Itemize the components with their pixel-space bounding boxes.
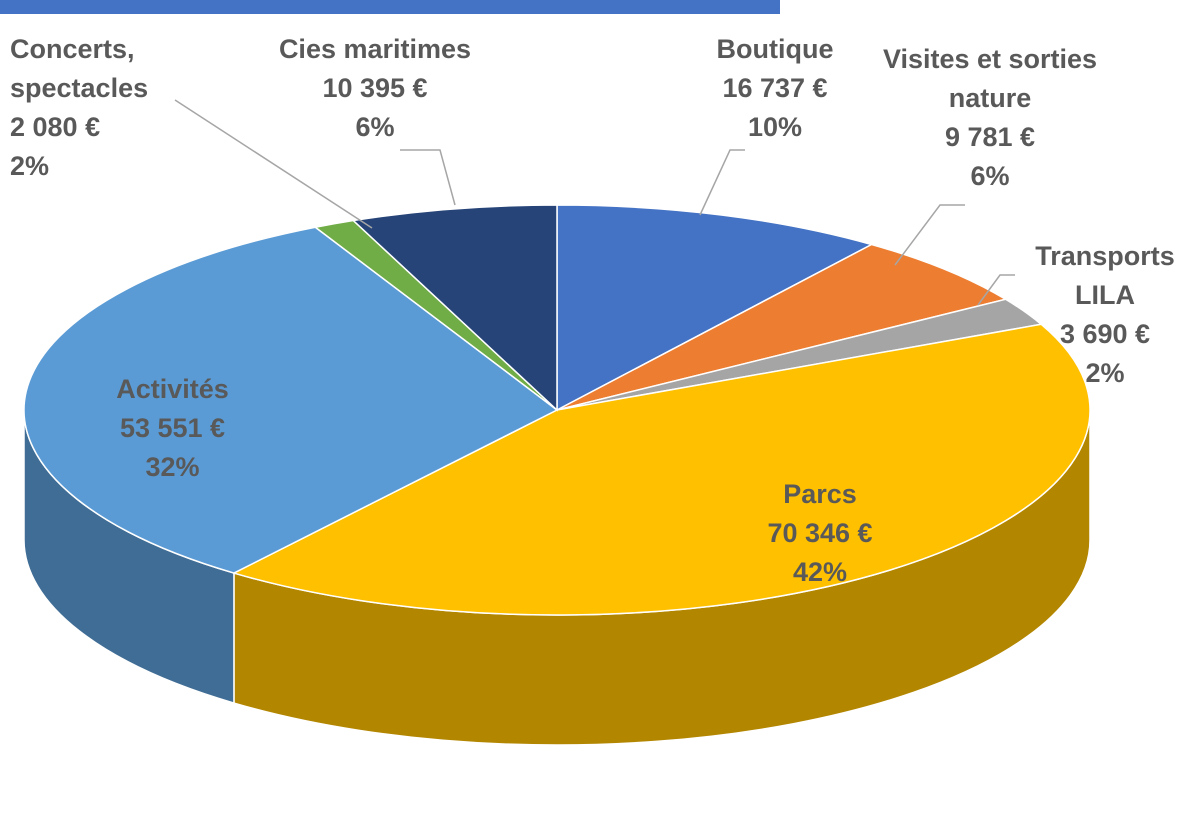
percent-label: 10% xyxy=(690,108,860,147)
leader-line xyxy=(700,150,745,215)
value-label: 2 080 € xyxy=(10,108,175,147)
percent-label: 6% xyxy=(855,157,1125,196)
leader-line xyxy=(400,150,455,205)
page: Boutique16 737 €10%Visites et sorties na… xyxy=(0,0,1190,827)
percent-label: 42% xyxy=(730,553,910,592)
value-label: 3 690 € xyxy=(1030,315,1180,354)
value-label: 10 395 € xyxy=(255,69,495,108)
percent-label: 2% xyxy=(10,147,175,186)
category-label: Boutique xyxy=(690,30,860,69)
category-label: Concerts, spectacles xyxy=(10,30,175,108)
value-label: 9 781 € xyxy=(855,118,1125,157)
category-label: Parcs xyxy=(730,475,910,514)
value-label: 70 346 € xyxy=(730,514,910,553)
category-label: Transports LILA xyxy=(1030,237,1180,315)
percent-label: 2% xyxy=(1030,354,1180,393)
percent-label: 6% xyxy=(255,108,495,147)
category-label: Cies maritimes xyxy=(255,30,495,69)
value-label: 16 737 € xyxy=(690,69,860,108)
category-label: Visites et sorties nature xyxy=(855,40,1125,118)
percent-label: 32% xyxy=(80,448,265,487)
value-label: 53 551 € xyxy=(80,409,265,448)
category-label: Activités xyxy=(80,370,265,409)
header-bar xyxy=(0,0,780,14)
